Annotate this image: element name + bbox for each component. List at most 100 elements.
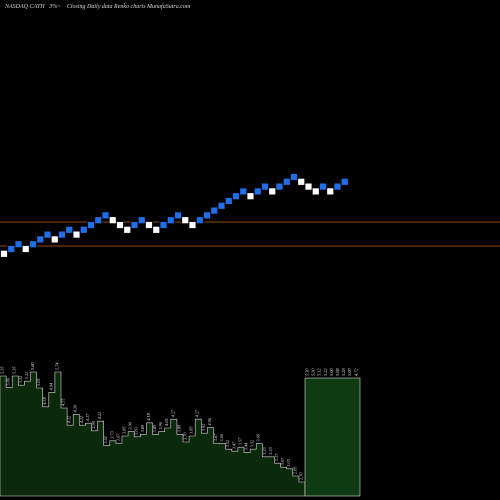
volume-label: 2.70 [298,472,303,480]
volume-label: 4.17 [85,413,90,421]
renko-brick-up [116,221,124,229]
volume-label: 5.05 [36,378,41,386]
volume-label: 5.30 [311,368,316,376]
volume-label: 3.70 [183,432,188,440]
renko-brick-down [282,177,291,186]
renko-bricks [0,173,349,258]
volume-label: 3.61 [103,436,108,444]
volume-label: 3.67 [115,433,120,441]
volume-label: 4.06 [207,417,212,425]
chart-caption: Closing Daily data Renko charts MunafaSu… [67,3,191,10]
reference-lines [0,221,500,247]
renko-brick-down [275,182,284,191]
renko-brick-up [0,249,8,258]
volume-label: 5.80 [30,362,35,370]
renko-brick-down [166,216,175,225]
volume-label: 3.67 [213,433,218,441]
renko-brick-down [29,240,37,249]
volume-label: 3.73 [109,431,114,439]
renko-brick-down [14,240,23,249]
volume-panel: 5.355.065.355.125.225.805.054.584.945.74… [0,362,361,497]
volume-label: 3.85 [189,426,194,434]
renko-brick-down [195,216,204,225]
renko-brick-down [210,206,219,215]
renko-brick-up [72,230,81,239]
renko-brick-up [268,187,277,196]
volume-label: 4.12 [79,415,84,423]
volume-label: 3.98 [91,420,96,428]
renko-brick-down [261,182,269,191]
volume-label: 3.89 [176,424,181,432]
volume-label: 4.94 [48,382,53,390]
renko-brick-up [188,221,197,229]
chart-change: 3%~ [48,4,61,10]
renko-brick-down [174,211,182,220]
volume-label: 4.39 [73,404,78,412]
volume-label: 5.22 [24,371,29,379]
renko-brick-down [101,211,110,220]
volume-label: 5.35 [0,366,5,374]
volume-label: 5.22 [323,368,328,376]
renko-brick-up [108,216,117,225]
renko-brick-down [36,235,45,244]
volume-label: 3.89 [140,424,145,432]
renko-brick-down [7,245,16,253]
renko-brick-down [58,230,66,239]
renko-brick-up [123,225,132,234]
renko-brick-up [181,216,190,225]
renko-brick-down [239,187,248,196]
volume-label: 3.03 [286,459,291,467]
renko-brick-down [159,221,168,229]
renko-brick-up [246,192,255,201]
volume-label: 3.33 [268,447,273,455]
renko-brick-up [311,187,320,196]
renko-brick-down [130,221,139,229]
volume-label: 3.85 [122,426,127,434]
volume-label: 5.06 [6,377,11,385]
renko-brick-down [87,221,95,229]
volume-label: 3.96 [128,421,133,429]
volume-block-recent [304,377,361,497]
volume-label: 3.33 [262,447,267,455]
volume-label: 3.83 [134,427,139,435]
volume-area [0,371,306,497]
renko-brick-up [21,245,30,253]
renko-brick-down [65,225,74,234]
renko-brick-up [50,235,59,244]
volume-label: 4.18 [146,412,151,420]
volume-label: 5.74 [54,362,59,370]
volume-label: 4.72 [353,368,358,376]
volume-label: 4.58 [42,396,47,404]
volume-label: 4.27 [170,409,175,417]
renko-brick-down [94,216,103,225]
volume-label: 3.17 [274,453,279,461]
volume-label: 3.44 [244,442,249,450]
volume-label: 3.66 [219,433,224,441]
volume-label: 4.12 [67,415,72,423]
renko-brick-down [319,182,327,191]
volume-label: 3.92 [201,423,206,431]
volume-label: 3.52 [225,439,230,447]
renko-brick-up [304,182,313,191]
volume-label: 4.22 [97,411,102,419]
volume-label: 5.08 [335,368,340,376]
volume-label: 4.27 [195,409,200,417]
volume-label: 3.57 [237,437,242,445]
chart-symbol: NASDAQ CATH [4,4,45,10]
volume-label: 3.52 [250,439,255,447]
volume-label: 3.66 [256,433,261,441]
renko-brick-down [224,197,233,205]
volume-label: 5.00 [347,368,352,376]
renko-brick-up [152,225,161,234]
volume-label: 4.05 [164,418,169,426]
renko-brick-down [253,187,262,196]
renko-brick-down [290,173,298,181]
volume-label: 2.85 [292,466,297,474]
renko-brick-down [203,211,211,220]
chart-title: NASDAQ CATH 3%~ Closing Daily data Renko… [4,3,191,10]
renko-brick-up [326,187,335,196]
volume-label: 3.47 [231,441,236,449]
volume-label: 5.28 [341,368,346,376]
